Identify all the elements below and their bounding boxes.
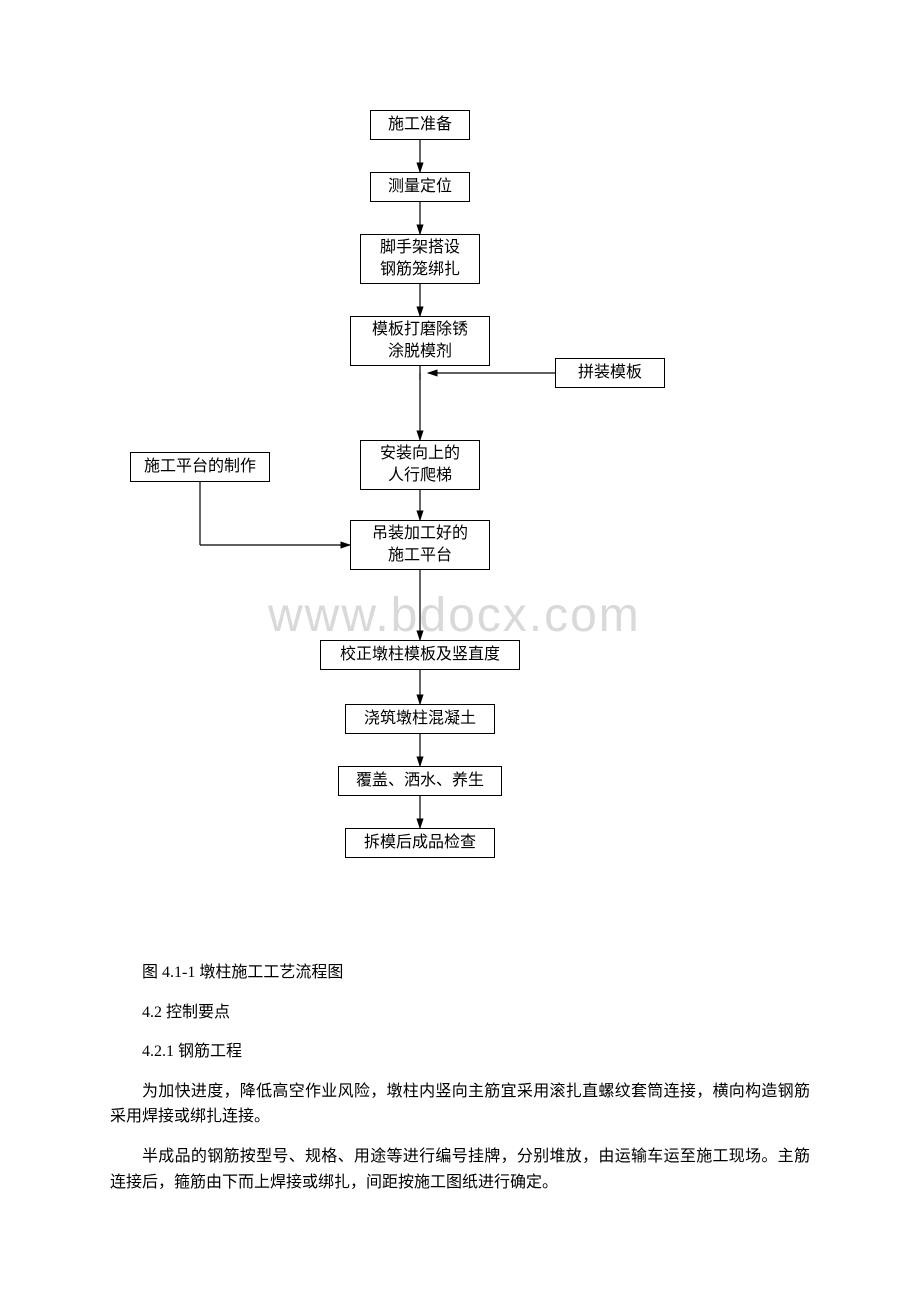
node-label: 脚手架搭设	[380, 237, 460, 259]
flowchart-container: www.bdocx.com 施工准备	[0, 100, 920, 920]
node-pour-concrete: 浇筑墩柱混凝土	[345, 704, 495, 734]
node-label: 施工平台	[388, 545, 452, 567]
figure-caption: 图 4.1-1 墩柱施工工艺流程图	[110, 960, 810, 986]
node-label: 施工准备	[388, 114, 452, 136]
flowchart-arrows	[0, 100, 920, 920]
node-inspect: 拆模后成品检查	[345, 828, 495, 858]
node-platform-fabrication: 施工平台的制作	[130, 452, 270, 482]
heading-4-2: 4.2 控制要点	[110, 1000, 810, 1026]
paragraph-2: 半成品的钢筋按型号、规格、用途等进行编号挂牌，分别堆放，由运输车运至施工现场。主…	[110, 1144, 810, 1195]
node-hoist-platform: 吊装加工好的 施工平台	[350, 520, 490, 570]
paragraph-1: 为加快进度，降低高空作业风险，墩柱内竖向主筋宜采用滚扎直螺纹套筒连接，横向构造钢…	[110, 1079, 810, 1130]
heading-4-2-1: 4.2.1 钢筋工程	[110, 1039, 810, 1065]
node-label: 模板打磨除锈	[372, 319, 468, 341]
document-body: 图 4.1-1 墩柱施工工艺流程图 4.2 控制要点 4.2.1 钢筋工程 为加…	[110, 960, 810, 1209]
node-label: 涂脱模剂	[388, 341, 452, 363]
node-label: 覆盖、洒水、养生	[356, 770, 484, 792]
node-scaffold-rebar: 脚手架搭设 钢筋笼绑扎	[360, 234, 480, 284]
node-label: 安装向上的	[380, 443, 460, 465]
node-correct-verticality: 校正墩柱模板及竖直度	[320, 640, 520, 670]
watermark-text: www.bdocx.com	[268, 588, 641, 643]
node-assemble-formwork: 拼装模板	[555, 358, 665, 388]
node-label: 拆模后成品检查	[364, 832, 476, 854]
node-prep: 施工准备	[370, 110, 470, 140]
node-label: 浇筑墩柱混凝土	[364, 708, 476, 730]
node-label: 测量定位	[388, 176, 452, 198]
node-label: 施工平台的制作	[144, 456, 256, 478]
node-label: 拼装模板	[578, 362, 642, 384]
node-label: 校正墩柱模板及竖直度	[340, 644, 500, 666]
node-survey: 测量定位	[370, 172, 470, 202]
node-label: 吊装加工好的	[372, 523, 468, 545]
node-label: 人行爬梯	[388, 465, 452, 487]
node-label: 钢筋笼绑扎	[380, 259, 460, 281]
node-formwork-polish: 模板打磨除锈 涂脱模剂	[350, 316, 490, 366]
node-curing: 覆盖、洒水、养生	[338, 766, 502, 796]
node-install-ladder: 安装向上的 人行爬梯	[360, 440, 480, 490]
